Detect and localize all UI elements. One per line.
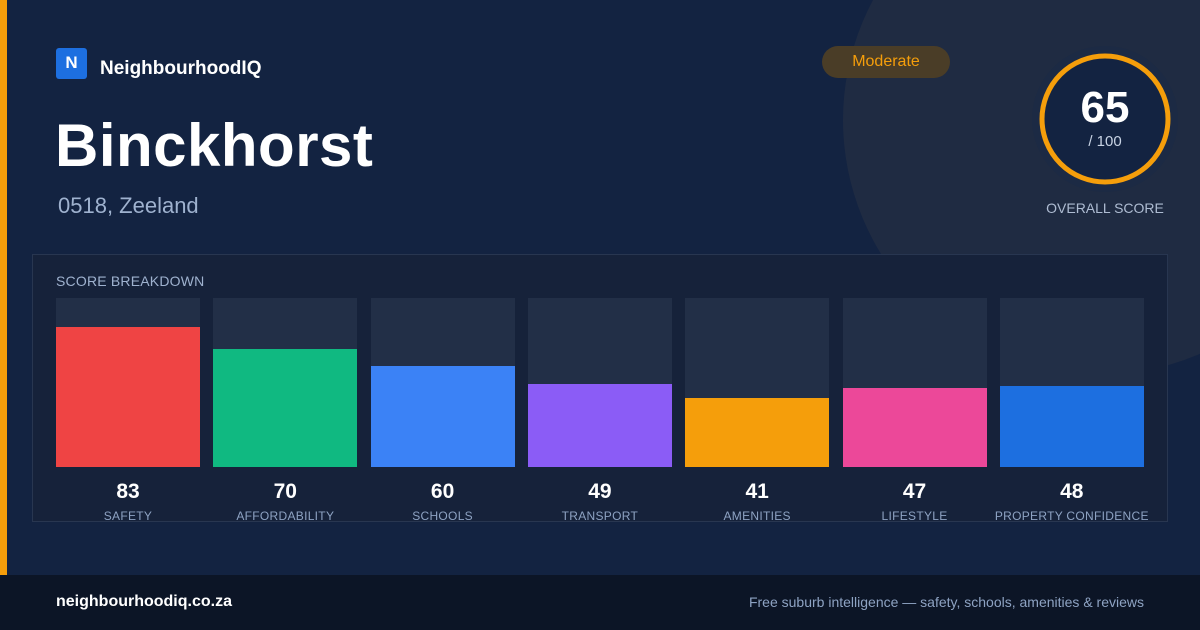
- bar-value: 47: [902, 480, 927, 503]
- suburb-title: Binckhorst: [55, 112, 374, 179]
- bar-label: TRANSPORT: [561, 509, 639, 523]
- bar-track: [56, 298, 200, 467]
- bar-fill: [842, 387, 987, 467]
- bar-fill: [56, 326, 200, 467]
- bar-label: LIFESTYLE: [881, 509, 948, 523]
- overall-score-value: 65: [1080, 83, 1130, 132]
- breakdown-item-safety: 83 SAFETY: [56, 298, 200, 523]
- rating-badge: Moderate: [822, 46, 950, 78]
- brand[interactable]: N NeighbourhoodIQ: [56, 46, 261, 80]
- footer-tagline: Free suburb intelligence — safety, schoo…: [748, 594, 1144, 610]
- bar-fill: [527, 384, 672, 467]
- overall-score-ring: 65 / 100: [1028, 42, 1182, 196]
- bar-label: SAFETY: [103, 509, 153, 523]
- bar-label: SCHOOLS: [412, 509, 473, 523]
- bar-track: [999, 298, 1144, 467]
- score-ring-arc: [1039, 53, 1171, 185]
- bar-fill: [370, 365, 515, 467]
- score-ring-graphic: [1032, 46, 1178, 192]
- breakdown-item-affordability: 70 AFFORDABILITY: [213, 298, 358, 523]
- bar-fill: [999, 385, 1144, 467]
- bar-value: 60: [430, 480, 455, 503]
- suburb-location: 0518, Zeeland: [58, 193, 199, 218]
- bar-track: [685, 298, 830, 467]
- bar-fill: [213, 348, 358, 467]
- bar-value: 70: [273, 480, 297, 503]
- overall-score-label: OVERALL SCORE: [1046, 200, 1164, 216]
- footer: neighbourhoodiq.co.za Free suburb intell…: [0, 575, 1200, 630]
- bar-value: 41: [745, 480, 769, 503]
- breakdown-title: SCORE BREAKDOWN: [56, 273, 205, 289]
- bar-track: [370, 298, 515, 467]
- bar-fill: [685, 397, 830, 467]
- brand-logo-icon: N: [56, 47, 87, 79]
- bar-track: [842, 298, 987, 467]
- overall-score-max: / 100: [1088, 133, 1122, 150]
- bar-track: [527, 298, 672, 467]
- bar-label: AMENITIES: [723, 509, 791, 523]
- bar-label: PROPERTY CONFIDENCE: [994, 509, 1149, 523]
- breakdown-item-schools: 60 SCHOOLS: [370, 298, 515, 523]
- breakdown-item-lifestyle: 47 LIFESTYLE: [842, 298, 987, 523]
- breakdown-item-property-confidence: 48 PROPERTY CONFIDENCE: [995, 298, 1148, 523]
- left-accent-bar: [0, 0, 7, 575]
- brand-name: NeighbourhoodIQ: [100, 58, 262, 79]
- bar-label: AFFORDABILITY: [236, 509, 335, 523]
- bar-value: 48: [1060, 480, 1084, 503]
- bar-value: 83: [116, 480, 140, 503]
- bar-track: [213, 298, 358, 467]
- breakdown-item-transport: 49 TRANSPORT: [527, 298, 672, 523]
- score-breakdown-panel: SCORE BREAKDOWN 83 SAFETY 70 AFFORDABILITY 6…: [32, 254, 1168, 523]
- breakdown-item-amenities: 41 AMENITIES: [685, 298, 830, 523]
- footer-url-link[interactable]: neighbourhoodiq.co.za: [56, 593, 232, 610]
- bar-value: 49: [588, 480, 612, 503]
